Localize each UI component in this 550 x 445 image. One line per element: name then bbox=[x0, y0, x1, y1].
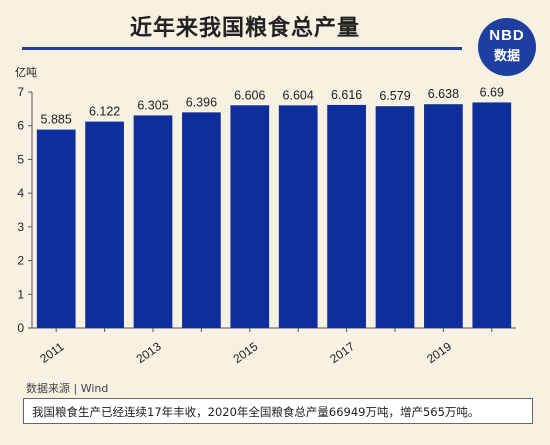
value-label-2011: 5.885 bbox=[41, 113, 72, 127]
bar-2011 bbox=[36, 129, 76, 328]
bar-2015 bbox=[230, 105, 270, 328]
bar-2020 bbox=[472, 102, 512, 328]
x-tick-label-2011: 2011 bbox=[37, 339, 66, 365]
x-tick-label-2019: 2019 bbox=[424, 339, 454, 366]
value-label-2017: 6.616 bbox=[331, 88, 362, 102]
y-tick-label: 4 bbox=[17, 186, 24, 200]
y-tick-label: 6 bbox=[17, 119, 24, 133]
y-tick-label: 2 bbox=[17, 254, 24, 268]
logo-text-nbd: NBD bbox=[489, 27, 525, 44]
y-tick-label: 1 bbox=[17, 287, 24, 301]
y-axis-unit: 亿吨 bbox=[15, 66, 37, 79]
bar-chart: 亿吨 0 1 2 3 4 5 6 7 5.885 2011 6.122 6.305 2013 6.396 6.… bbox=[15, 66, 516, 366]
bar-2019 bbox=[424, 104, 463, 328]
y-tick-label: 7 bbox=[17, 85, 24, 99]
y-tick-label: 0 bbox=[17, 321, 24, 335]
value-label-2019: 6.638 bbox=[428, 87, 459, 101]
value-label-2012: 6.122 bbox=[89, 105, 120, 119]
chart-title: 近年来我国粮食总产量 bbox=[129, 16, 360, 41]
x-tick-label-2013: 2013 bbox=[134, 339, 164, 366]
bar-2016 bbox=[278, 105, 318, 328]
bar-2012 bbox=[85, 121, 124, 329]
value-label-2015: 6.606 bbox=[234, 88, 265, 102]
bar-2013 bbox=[133, 115, 173, 328]
title-underline bbox=[22, 47, 462, 50]
summary-note: 我国粮食生产已经连续17年丰收，2020年全国粮食总产量66949万吨，增产56… bbox=[23, 398, 533, 424]
data-source: 数据来源 | Wind bbox=[26, 382, 109, 395]
bar-2018 bbox=[375, 106, 415, 328]
y-tick-label: 5 bbox=[17, 152, 24, 166]
value-label-2013: 6.305 bbox=[137, 98, 168, 112]
value-label-2016: 6.604 bbox=[283, 88, 314, 102]
y-tick-label: 3 bbox=[17, 220, 24, 234]
value-label-2014: 6.396 bbox=[186, 95, 217, 109]
logo-text-data: 数据 bbox=[493, 49, 520, 64]
bar-2017 bbox=[327, 104, 366, 328]
value-label-2018: 6.579 bbox=[379, 89, 410, 103]
bar-2014 bbox=[182, 112, 221, 328]
nbd-logo: NBD 数据 bbox=[478, 18, 536, 76]
x-tick-label-2017: 2017 bbox=[327, 339, 357, 366]
x-tick-label-2015: 2015 bbox=[231, 339, 261, 366]
value-label-2020: 6.69 bbox=[480, 85, 504, 99]
